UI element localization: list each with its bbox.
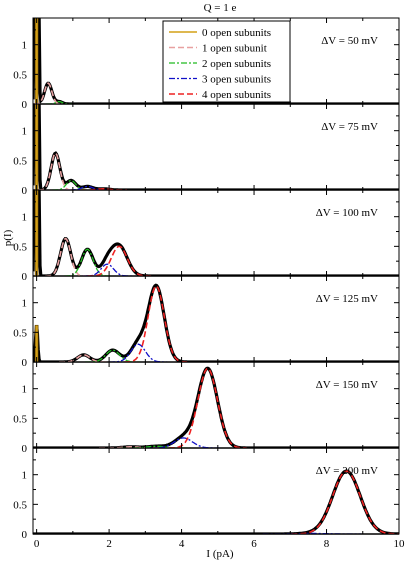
y-tick-label: 1: [22, 126, 28, 138]
x-tick-label: 8: [324, 538, 330, 550]
legend-label: 1 open subunit: [202, 43, 267, 55]
peak-2-open-subunits: [64, 248, 111, 276]
y-tick-label: 0: [22, 185, 28, 197]
panel-plot: [33, 469, 399, 534]
y-tick-label: 1: [22, 470, 28, 482]
y-tick-label: 0: [22, 529, 28, 541]
peak-0-open-subunits: [34, 104, 39, 190]
panel-frame: [32, 361, 400, 449]
y-tick-label: 1: [22, 298, 28, 310]
panel-5: 0 0.5 1 ΔV = 150 mV: [13, 361, 400, 455]
peak-1-open-subunits: [45, 237, 86, 276]
legend: 0 open subunits 1 open subunit 2 open subu…: [162, 20, 291, 103]
peak-3-open-subunits: [82, 263, 132, 276]
y-tick-label: 1: [22, 40, 28, 52]
y-tick-label: 1: [22, 384, 28, 396]
panel-voltage-label: ΔV = 100 mV: [316, 207, 378, 219]
legend-box: [162, 20, 291, 103]
y-tick-label: 0: [22, 357, 28, 369]
peak-1-open-subunits: [99, 446, 163, 448]
panel-voltage-label: ΔV = 150 mV: [316, 379, 378, 391]
x-tick-label: 10: [394, 538, 406, 550]
panel-voltage-label: ΔV = 75 mV: [321, 121, 378, 133]
legend-label: 2 open subunits: [202, 58, 271, 70]
panel-4: 0 0.5 1 ΔV = 125 mV: [13, 275, 400, 369]
peak-4-open-subunits: [124, 285, 189, 362]
total-density-line: [33, 469, 399, 534]
peak-4-open-subunits: [87, 245, 152, 276]
legend-label: 0 open subunits: [202, 27, 271, 39]
panel-frame: [32, 103, 400, 191]
panel-3: 0 0.5 1 ΔV = 100 mV: [13, 189, 400, 283]
x-tick-label: 0: [34, 538, 40, 550]
y-tick-label: 1: [22, 212, 28, 224]
x-axis-title: I (pA): [206, 548, 234, 560]
peak-4-open-subunits: [291, 470, 399, 534]
peak-3-open-subunits: [109, 343, 168, 362]
peak-1-open-subunits: [33, 82, 63, 104]
panel-frame: [32, 275, 400, 363]
x-tick-label: 4: [179, 538, 185, 550]
y-tick-label: 0.5: [13, 499, 27, 511]
peak-1-open-subunits: [38, 152, 73, 190]
chart-title: Q = 1 e: [204, 2, 237, 14]
y-tick-label: 0.5: [13, 69, 27, 81]
y-tick-label: 0: [22, 443, 28, 455]
y-axis-title: p(I): [2, 229, 14, 246]
panel-voltage-label: ΔV = 200 mV: [316, 465, 378, 477]
panel-frame: [32, 189, 400, 277]
y-tick-label: 0.5: [13, 413, 27, 425]
panel-frame: [32, 447, 400, 535]
panels: 0 0.5 1 ΔV = 50 mV 0 0.5 1 ΔV = 75 mV 0 0.5 1 ΔV = …: [13, 17, 406, 550]
y-tick-label: 0.5: [13, 155, 27, 167]
panel-voltage-label: ΔV = 50 mV: [321, 35, 378, 47]
x-tick-label: 6: [251, 538, 257, 550]
y-tick-label: 0: [22, 271, 28, 283]
y-tick-label: 0: [22, 99, 28, 111]
peak-4-open-subunits: [80, 188, 127, 190]
legend-label: 3 open subunits: [202, 74, 271, 86]
peak-0-open-subunits: [34, 324, 39, 362]
panel-6: 0 0.5 1 ΔV = 200 mV 0 2 4 6 8 10: [13, 447, 406, 550]
legend-label: 4 open subunits: [202, 89, 271, 101]
x-tick-label: 2: [106, 538, 112, 550]
panel-voltage-label: ΔV = 125 mV: [316, 293, 378, 305]
y-tick-label: 0.5: [13, 327, 27, 339]
peak-0-open-subunits: [34, 18, 39, 104]
y-tick-label: 0.5: [13, 241, 27, 253]
peak-3-open-subunits: [262, 532, 362, 534]
